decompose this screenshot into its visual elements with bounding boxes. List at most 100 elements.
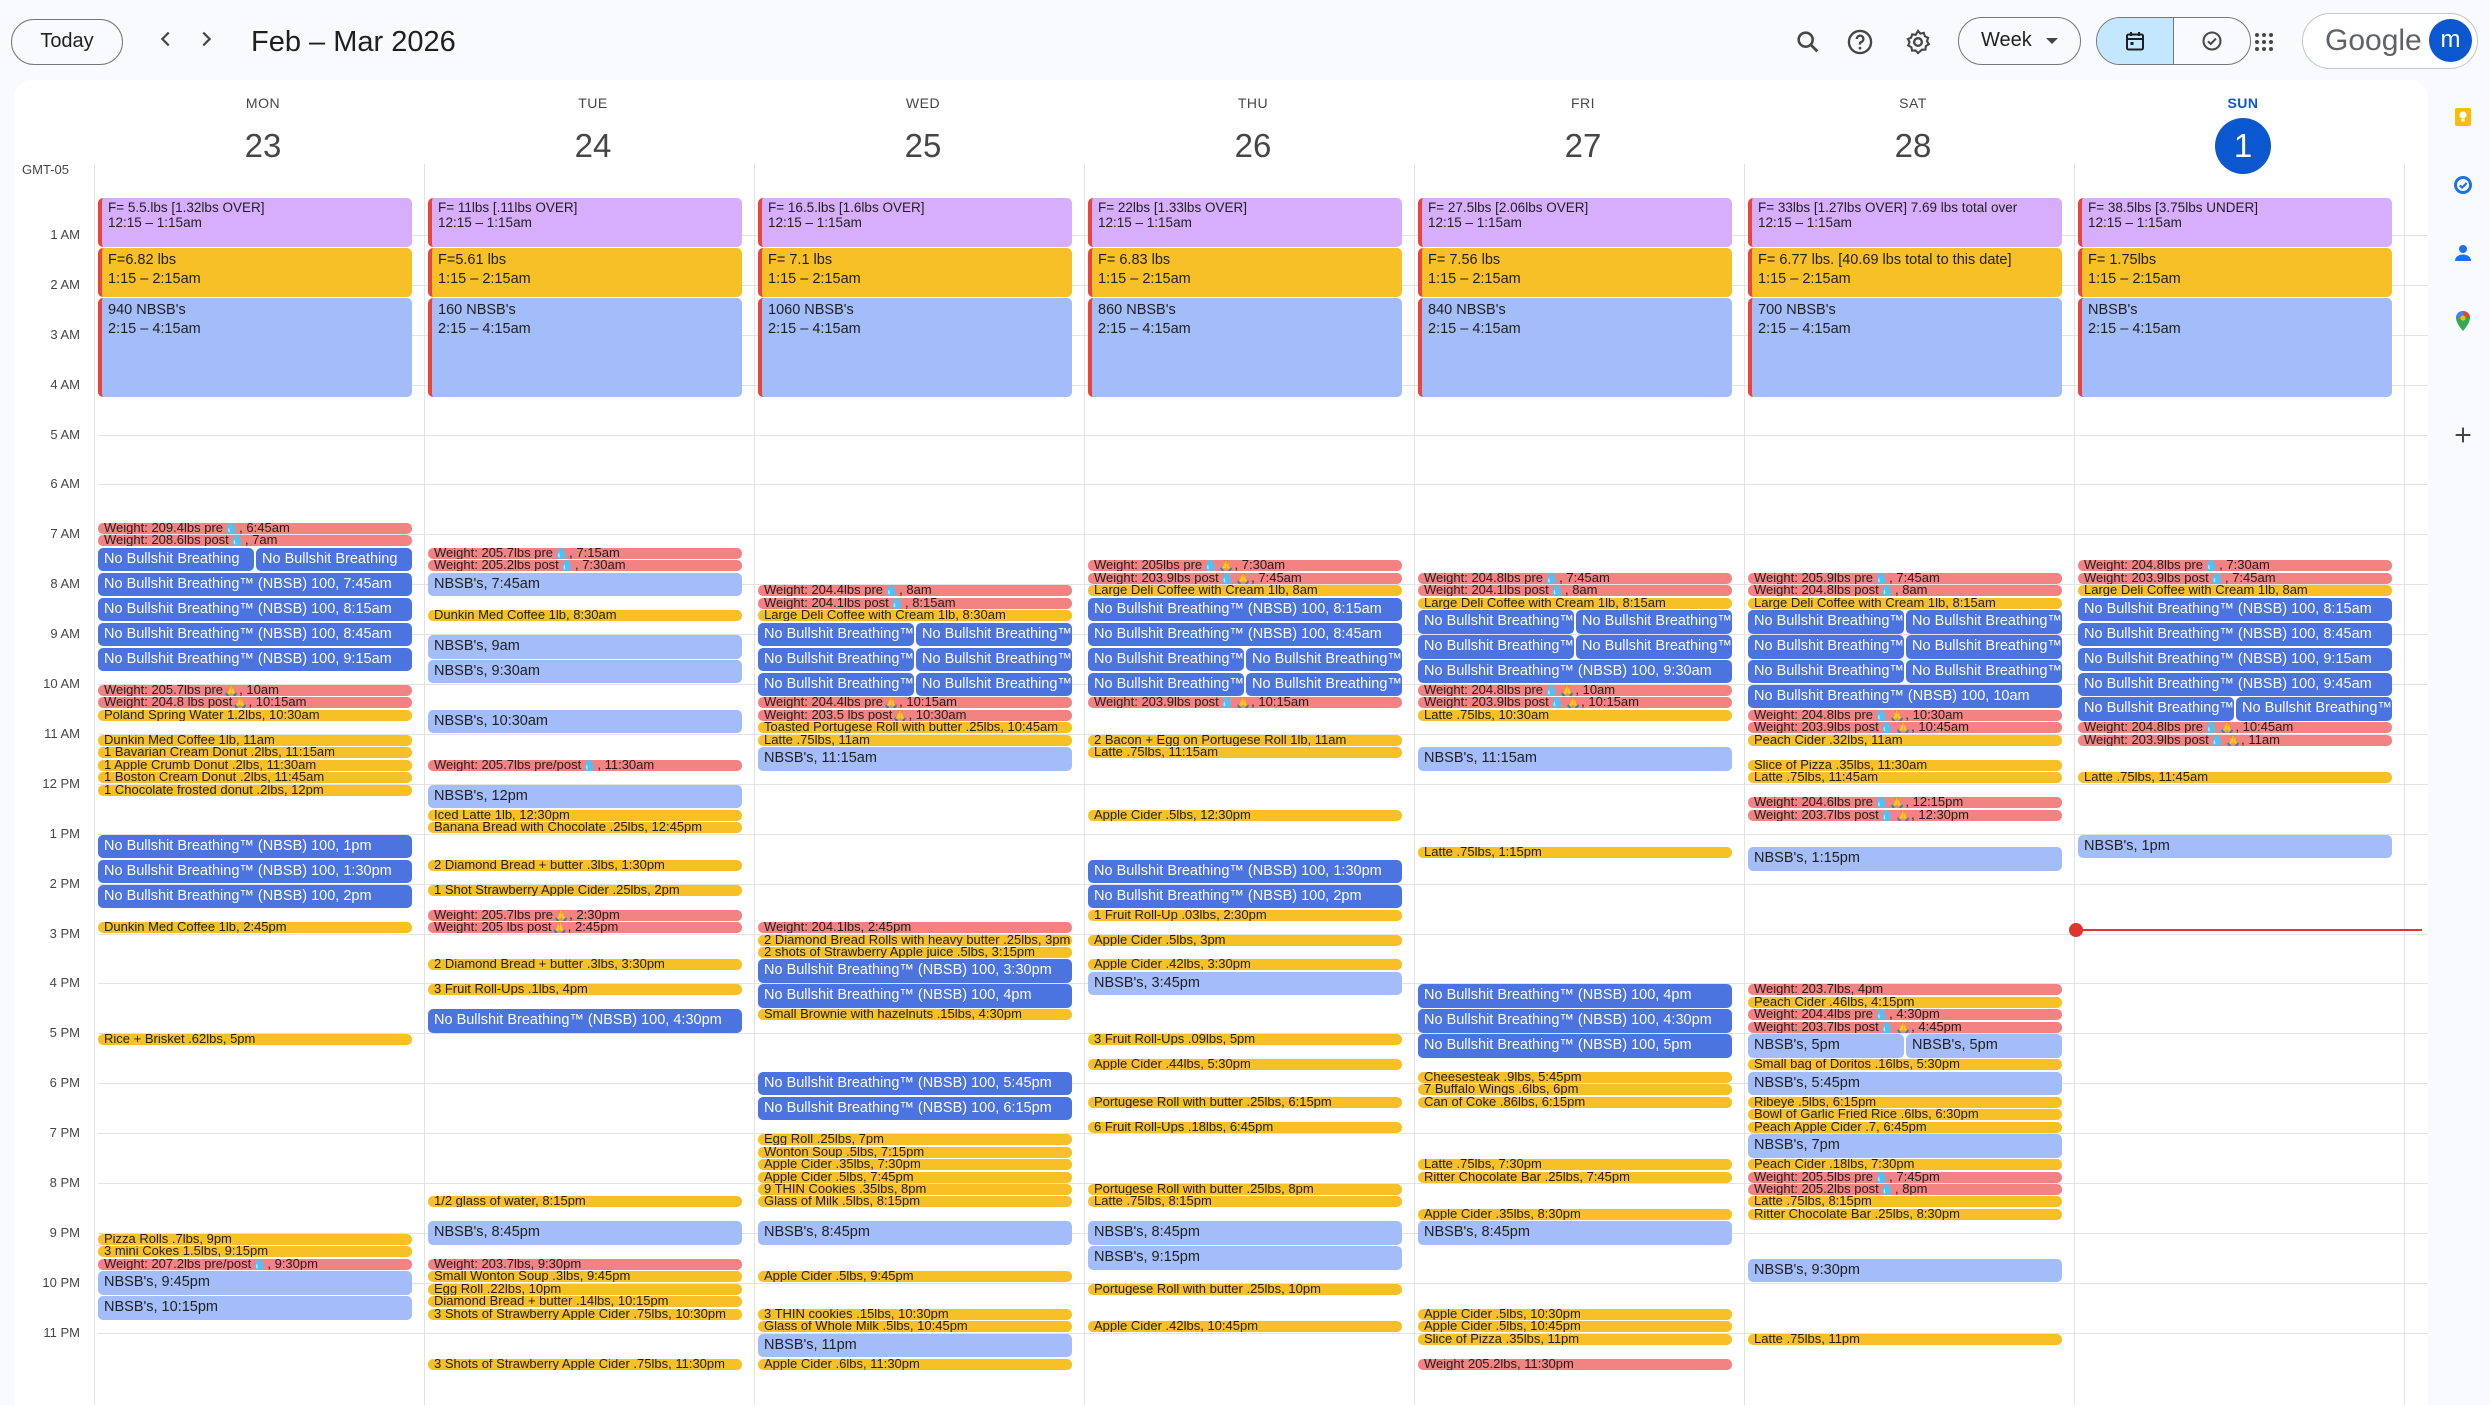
- calendar-event[interactable]: Weight: 203.9lbs post💧🙏, 10:15am: [1418, 697, 1732, 709]
- calendar-event[interactable]: NBSB's, 8:45pm: [1088, 1221, 1402, 1245]
- calendar-event[interactable]: No Bullshit Breathing™ (NBSB) 100, 7:45a…: [98, 572, 412, 597]
- calendar-event[interactable]: NBSB's, 5pm: [1748, 1034, 1904, 1058]
- calendar-event[interactable]: No Bullshit Breathing™ (NBSB) 100, 9:45a…: [916, 672, 1072, 696]
- calendar-event[interactable]: Latte .75lbs, 11:15am: [1088, 747, 1402, 759]
- calendar-event[interactable]: 3 Fruit Roll-Ups .1lbs, 4pm: [428, 984, 742, 996]
- calendar-event[interactable]: F= 7.56 lbs 1:15 – 2:15am: [1418, 248, 1732, 297]
- calendar-event[interactable]: Large Deli Coffee with Cream 1lb, 8:15am: [1748, 597, 2062, 609]
- calendar-event[interactable]: Weight: 209.4lbs pre💧, 6:45am: [98, 522, 412, 534]
- calendar-event[interactable]: 940 NBSB's 2:15 – 4:15am: [98, 298, 412, 397]
- calendar-event[interactable]: Weight 205.2lbs, 11:30pm: [1418, 1358, 1732, 1370]
- calendar-event[interactable]: Weight: 205.7lbs pre🙏, 10am: [98, 685, 412, 696]
- calendar-event[interactable]: Weight: 205.5lbs pre💧, 7:45pm: [1748, 1171, 2062, 1183]
- calendar-event[interactable]: Weight: 203.7lbs post💧🙏, 4:45pm: [1748, 1021, 2062, 1033]
- calendar-event[interactable]: Weight: 203.9lbs post💧🙏, 7:45am: [1088, 572, 1402, 584]
- calendar-event[interactable]: 1 Chocolate frosted donut .2lbs, 12pm: [98, 784, 412, 796]
- calendar-event[interactable]: NBSB's, 5:45pm: [1748, 1071, 2062, 1096]
- calendar-event[interactable]: 2 Diamond Bread Rolls with heavy butter …: [758, 934, 1072, 946]
- calendar-event[interactable]: No Bullshit Breathing™ (NBSB) 100, 10:15…: [2078, 697, 2234, 721]
- calendar-event[interactable]: Dunkin Med Coffee 1lb, 8:30am: [428, 610, 742, 622]
- view-select[interactable]: Week: [1958, 17, 2081, 65]
- calendar-event[interactable]: Apple Cider .5lbs, 7:45pm: [758, 1171, 1072, 1183]
- calendar-event[interactable]: No Bullshit Breathing™ (NBSB) 100, 10am: [1748, 685, 2062, 709]
- calendar-event[interactable]: NBSB's, 9:30am: [428, 660, 742, 684]
- calendar-event[interactable]: NBSB's, 12pm: [428, 784, 742, 809]
- calendar-event[interactable]: No Bullshit Breathing™ (NBSB) 100, 1:30p…: [1088, 859, 1402, 884]
- calendar-event[interactable]: NBSB's, 9:15pm: [1088, 1246, 1402, 1270]
- calendar-event[interactable]: 2 shots of Strawberry Apple juice .5lbs,…: [758, 946, 1072, 958]
- calendar-event[interactable]: F= 38.5lbs [3.75lbs UNDER] 12:15 – 1:15am: [2078, 198, 2392, 247]
- calendar-event[interactable]: Latte .75lbs, 11:45am: [1748, 772, 2062, 784]
- calendar-event[interactable]: NBSB's, 11:15am: [758, 747, 1072, 771]
- calendar-event[interactable]: Weight: 205.7lbs pre/post💧, 11:30am: [428, 759, 742, 771]
- calendar-event[interactable]: No Bullshit Breathing™ (NBSB) 100, 9:45a…: [2078, 672, 2392, 696]
- calendar-event[interactable]: 3 THIN cookies .15lbs, 10:30pm: [758, 1308, 1072, 1320]
- calendar-event[interactable]: Weight: 203.9lbs post💧🙏, 10:15am: [1088, 697, 1402, 709]
- calendar-event[interactable]: 3 Shots of Strawberry Apple Cider .75lbs…: [428, 1308, 742, 1320]
- tasks-view-button[interactable]: [2174, 18, 2250, 64]
- calendar-event[interactable]: Apple Cider .44lbs, 5:30pm: [1088, 1059, 1402, 1071]
- calendar-event[interactable]: 1/2 glass of water, 8:15pm: [428, 1196, 742, 1208]
- calendar-event[interactable]: Weight: 205.7lbs pre🙏, 2:30pm: [428, 909, 742, 921]
- calendar-event[interactable]: Egg Roll .22lbs, 10pm: [428, 1283, 742, 1295]
- calendar-event[interactable]: Slice of Pizza .35lbs, 11:30am: [1748, 759, 2062, 771]
- calendar-event[interactable]: NBSB's 2:15 – 4:15am: [2078, 298, 2392, 397]
- calendar-event[interactable]: No Bullshit Breathing™ (NBSB) 100, 9am: [1418, 635, 1574, 659]
- calendar-event[interactable]: NBSB's, 9:45pm: [98, 1271, 412, 1295]
- calendar-event[interactable]: Peach Cider .32lbs, 11am: [1748, 734, 2062, 746]
- calendar-event[interactable]: Latte .75lbs, 10:30am: [1418, 709, 1732, 721]
- calendar-event[interactable]: No Bullshit Breathing™ (NBSB) 100, 9:45a…: [1246, 672, 1402, 696]
- calendar-event[interactable]: Apple Cider .35lbs, 8:30pm: [1418, 1208, 1732, 1220]
- calendar-event[interactable]: Weight: 205 lbs post🙏, 2:45pm: [428, 922, 742, 934]
- help-icon[interactable]: [1838, 20, 1882, 64]
- plus-icon[interactable]: [2450, 422, 2476, 448]
- chevron-left-icon[interactable]: [146, 22, 186, 62]
- gear-icon[interactable]: [1896, 20, 1940, 64]
- calendar-event[interactable]: No Bullshit Breathing™ (NBSB) 100, 2pm: [1088, 884, 1402, 909]
- calendar-event[interactable]: Weight: 205.2lbs post💧, 7:30am: [428, 560, 742, 572]
- calendar-event[interactable]: 1 Bavarian Cream Donut .2lbs, 11:15am: [98, 747, 412, 759]
- calendar-event[interactable]: Peach Cider .18lbs, 7:30pm: [1748, 1159, 2062, 1171]
- calendar-event[interactable]: Weight: 204.1lbs post💧, 8:15am: [758, 597, 1072, 609]
- calendar-event[interactable]: 6 Fruit Roll-Ups .18lbs, 6:45pm: [1088, 1121, 1402, 1133]
- calendar-event[interactable]: Portugese Roll with butter .25lbs, 10pm: [1088, 1283, 1402, 1295]
- calendar-event[interactable]: Weight: 204.4lbs pre💧, 4:30pm: [1748, 1009, 2062, 1021]
- calendar-event[interactable]: No Bullshit Breathing™ (NBSB) 100, 8:45a…: [1088, 622, 1402, 647]
- day-number[interactable]: 27: [1564, 127, 1602, 164]
- calendar-event[interactable]: Weight: 205.7lbs pre💧, 7:15am: [428, 547, 742, 559]
- calendar-event[interactable]: Large Deli Coffee with Cream 1lb, 8am: [1088, 585, 1402, 597]
- calendar-event[interactable]: Latte .75lbs, 1:15pm: [1418, 847, 1732, 859]
- calendar-event[interactable]: No Bullshit Breathing™ (NBSB) 100, 4pm: [1418, 984, 1732, 1008]
- apps-grid-icon[interactable]: [2242, 20, 2286, 64]
- calendar-event[interactable]: NBSB's, 9am: [428, 635, 742, 659]
- calendar-event[interactable]: NBSB's, 7:45am: [428, 572, 742, 597]
- calendar-event[interactable]: Small bag of Doritos .16lbs, 5:30pm: [1748, 1059, 2062, 1071]
- calendar-event[interactable]: No Bullshit Breathing™ (NBSB) 100, 9:30a…: [1748, 660, 1904, 684]
- calendar-event[interactable]: No Bullshit Breathing™ (NBSB) 100, 5:45p…: [758, 1071, 1072, 1096]
- calendar-event[interactable]: No Bullshit Breathing™ (NBSB) 100, 8:45a…: [758, 622, 914, 647]
- calendar-event[interactable]: No Bullshit Breathing: [98, 547, 254, 572]
- calendar-event[interactable]: No Bullshit Breathing™ (NBSB) 100, 9am: [1748, 635, 1904, 659]
- calendar-event[interactable]: Weight: 205lbs pre💧🙏, 7:30am: [1088, 560, 1402, 572]
- calendar-event[interactable]: 1060 NBSB's 2:15 – 4:15am: [758, 298, 1072, 397]
- calendar-event[interactable]: Weight: 208.6lbs post💧, 7am: [98, 535, 412, 547]
- calendar-event[interactable]: NBSB's, 8:45pm: [758, 1221, 1072, 1245]
- calendar-event[interactable]: Large Deli Coffee with Cream 1lb, 8:30am: [758, 610, 1072, 622]
- calendar-event[interactable]: Apple Cider .5lbs, 12:30pm: [1088, 809, 1402, 821]
- calendar-event[interactable]: NBSB's, 7pm: [1748, 1134, 2062, 1158]
- calendar-event[interactable]: Weight: 204.1lbs post💧, 8am: [1418, 585, 1732, 597]
- calendar-event[interactable]: 1 Boston Cream Donut .2lbs, 11:45am: [98, 772, 412, 784]
- calendar-event[interactable]: No Bullshit Breathing™ (NBSB) 100, 4:30p…: [428, 1009, 742, 1033]
- calendar-event[interactable]: Weight: 203.9lbs post💧🙏, 10:45am: [1748, 722, 2062, 734]
- calendar-event[interactable]: No Bullshit Breathing™ (NBSB) 100, 4:30p…: [1418, 1009, 1732, 1033]
- calendar-event[interactable]: Weight: 203.7lbs, 9:30pm: [428, 1258, 742, 1270]
- calendar-event[interactable]: 840 NBSB's 2:15 – 4:15am: [1418, 298, 1732, 397]
- calendar-view-button[interactable]: [2097, 18, 2173, 64]
- calendar-event[interactable]: Small Wonton Soup .3lbs, 9:45pm: [428, 1271, 742, 1283]
- chevron-right-icon[interactable]: [186, 22, 226, 62]
- calendar-event[interactable]: F= 33lbs [1.27lbs OVER] 7.69 lbs total o…: [1748, 198, 2062, 247]
- calendar-event[interactable]: Weight: 204.8lbs pre💧🙏, 10am: [1418, 685, 1732, 696]
- calendar-event[interactable]: F= 27.5lbs [2.06lbs OVER] 12:15 – 1:15am: [1418, 198, 1732, 247]
- calendar-event[interactable]: Large Deli Coffee with Cream 1lb, 8am: [2078, 585, 2392, 597]
- calendar-event[interactable]: NBSB's, 8:45pm: [428, 1221, 742, 1245]
